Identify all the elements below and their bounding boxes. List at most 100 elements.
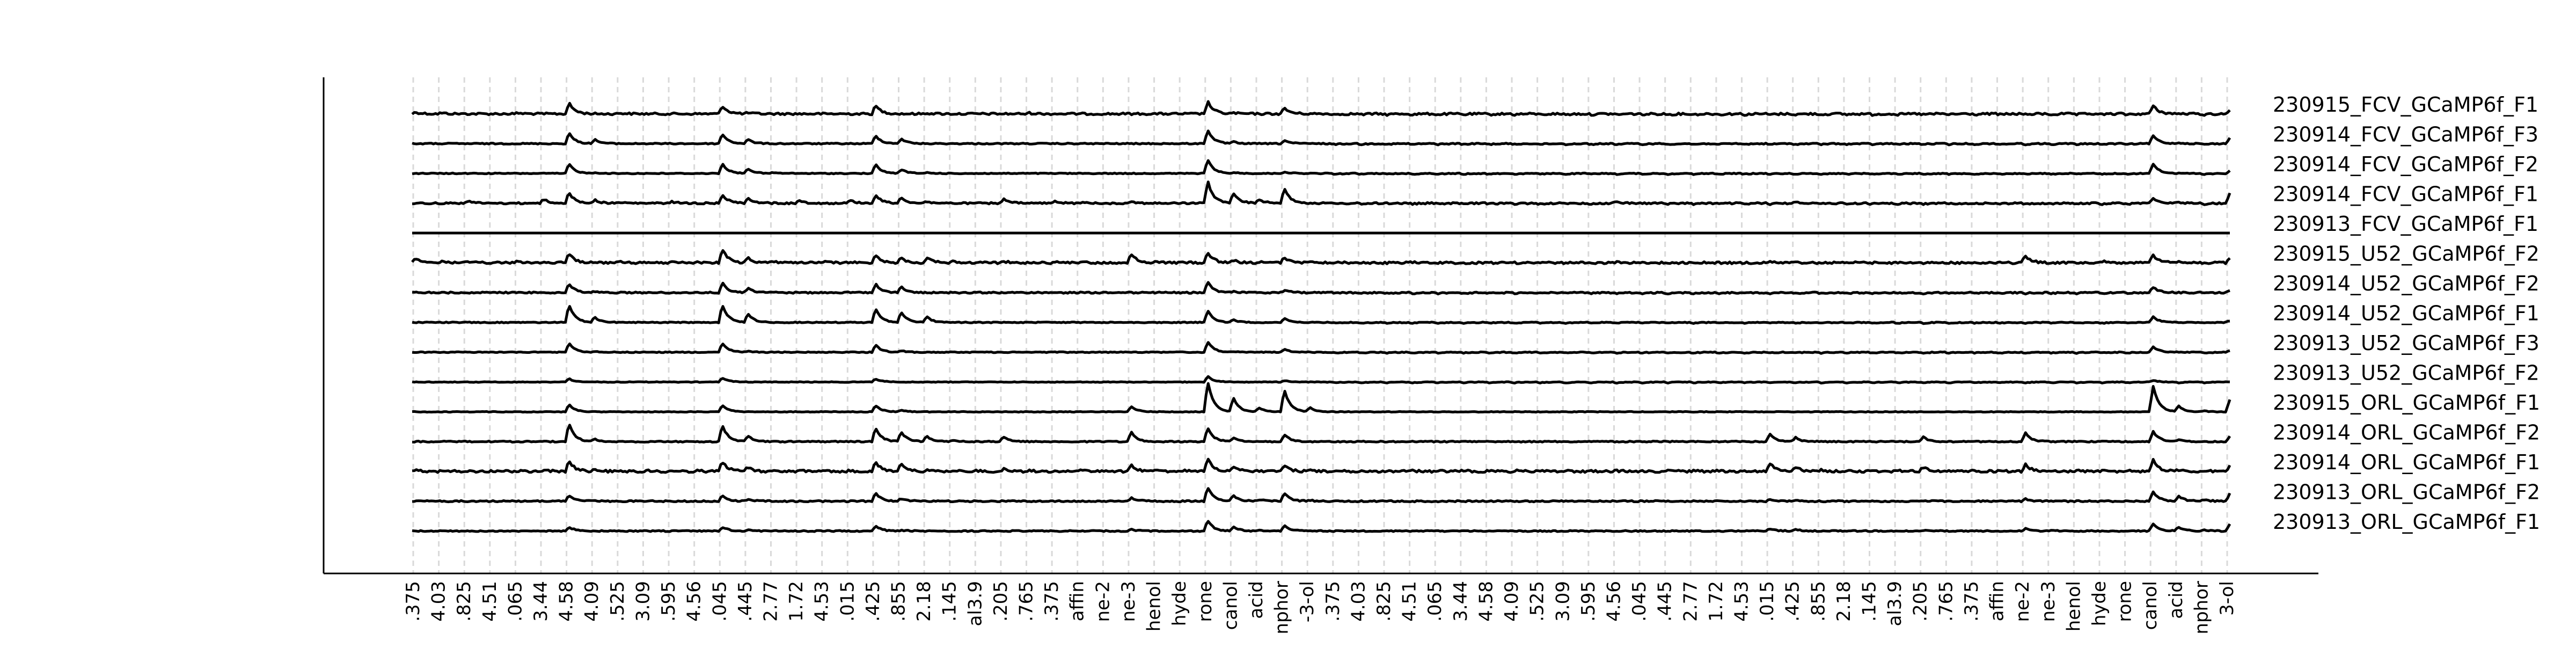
x-tick-label: .445 (1655, 581, 1676, 622)
trace-label: 230914_FCV_GCaMP6f_F1 (2273, 183, 2538, 206)
trace-label: 230915_ORL_GCaMP6f_F1 (2273, 391, 2540, 415)
x-tick-label: .015 (1757, 581, 1778, 622)
x-tick-label: .855 (888, 581, 910, 622)
x-tick-label: nphor (1271, 581, 1293, 634)
trace-line (412, 180, 2231, 206)
x-tick-label: 1.72 (1706, 581, 1727, 622)
x-tick-label: .205 (990, 581, 1012, 622)
x-tick-label: henol (2063, 581, 2084, 631)
x-tick-label: canol (1220, 581, 1241, 630)
x-tick-label: 4.56 (1603, 581, 1624, 622)
trace-line (411, 100, 2231, 117)
trace-label: 230913_U52_GCaMP6f_F3 (2273, 331, 2540, 355)
x-tick-label: .595 (1578, 581, 1599, 622)
x-tick-label: .525 (607, 581, 628, 622)
x-tick-label: .375 (1961, 581, 1982, 622)
trace-label: 230913_ORL_GCaMP6f_F2 (2273, 481, 2540, 504)
trace-label: 230914_U52_GCaMP6f_F1 (2273, 302, 2540, 325)
x-tick-label: 3.44 (1450, 581, 1472, 622)
trace-line (412, 424, 2231, 444)
x-tick-label: .015 (837, 581, 858, 622)
x-tick-label: .045 (709, 581, 730, 622)
x-tick-label: 4.58 (1475, 581, 1497, 622)
x-tick-label: 4.03 (428, 581, 450, 622)
x-tick-label: 4.03 (1348, 581, 1369, 622)
x-tick-label: .825 (453, 581, 475, 622)
x-tick-label: rone (2114, 581, 2136, 622)
x-tick-label: .145 (939, 581, 961, 622)
x-tick-label: .525 (1527, 581, 1548, 622)
trace-label: 230914_FCV_GCaMP6f_F3 (2273, 123, 2538, 147)
x-tick-label: 4.09 (1501, 581, 1523, 622)
x-tick-label: 2.18 (913, 581, 935, 622)
trace-label: 230914_ORL_GCaMP6f_F2 (2273, 421, 2540, 445)
x-tick-label: 4.09 (581, 581, 603, 622)
trace-line (412, 520, 2231, 533)
x-tick-label: 4.56 (684, 581, 705, 622)
x-tick-label: .205 (1910, 581, 1931, 622)
x-tick-label: affin (1067, 581, 1088, 621)
trace-line (412, 375, 2230, 385)
x-tick-label: 4.51 (479, 581, 501, 622)
x-tick-label: ne-2 (1092, 581, 1114, 622)
x-tick-label: rone (1195, 581, 1216, 622)
x-tick-label: .375 (1041, 581, 1063, 622)
x-tick-label: al3.9 (964, 581, 986, 626)
x-tick-label: nphor (2191, 581, 2212, 634)
x-tick-label: .425 (862, 581, 884, 622)
x-tick-label: .045 (1629, 581, 1650, 622)
x-tick-label: hyde (2089, 581, 2110, 626)
trace-line (411, 249, 2231, 265)
trace-label: 230915_U52_GCaMP6f_F2 (2273, 242, 2540, 266)
trace-line (412, 341, 2230, 355)
traces (411, 100, 2231, 533)
x-tick-label: .425 (1782, 581, 1804, 622)
trace-label: 230914_U52_GCaMP6f_F2 (2273, 272, 2540, 295)
x-tick-label: acid (1246, 581, 1267, 619)
x-tick-label: .065 (1424, 581, 1446, 622)
x-tick-label: .375 (1322, 581, 1344, 622)
trace-label: 230913_FCV_GCaMP6f_F1 (2273, 212, 2538, 236)
x-tick-label: acid (2165, 581, 2187, 619)
x-tick-label: al3.9 (1884, 581, 1906, 626)
x-tick-label: .375 (402, 581, 424, 622)
trace-line (412, 129, 2231, 147)
trace-labels: 230915_FCV_GCaMP6f_F1 230914_FCV_GCaMP6f_… (2273, 93, 2540, 534)
x-tick-label: ne-2 (2012, 581, 2033, 622)
x-tick-label: canol (2140, 581, 2161, 630)
x-tick-label: 4.58 (556, 581, 577, 622)
trace-label: 230913_ORL_GCaMP6f_F1 (2273, 510, 2540, 534)
x-tick-label: 2.77 (1680, 581, 1701, 622)
x-tick-label: .595 (658, 581, 679, 622)
x-tick-label: 4.53 (1731, 581, 1752, 622)
x-tick-label: .065 (504, 581, 526, 622)
x-tick-label: 2.77 (760, 581, 781, 622)
trace-label: 230914_ORL_GCaMP6f_F1 (2273, 450, 2540, 474)
trace-line (412, 382, 2231, 414)
stimulus-markers (412, 77, 2228, 573)
trace-line (412, 281, 2230, 296)
x-tick-label: 4.51 (1399, 581, 1421, 622)
x-tick-label: .765 (1935, 581, 1957, 622)
x-tick-label: ne-3 (1118, 581, 1139, 622)
trace-label: 230913_U52_GCaMP6f_F2 (2273, 361, 2540, 385)
trace-line (412, 305, 2230, 325)
x-tick-label: affin (1987, 581, 2008, 621)
trace-line (412, 487, 2231, 504)
x-tick-label: .765 (1016, 581, 1037, 622)
trace-line (412, 457, 2231, 474)
x-tick-label: .825 (1373, 581, 1395, 622)
x-tick-label: .855 (1807, 581, 1829, 622)
x-tick-label: 3.09 (1552, 581, 1574, 622)
x-tick-label: henol (1144, 581, 1165, 631)
x-tick-label: .445 (735, 581, 756, 622)
x-tick-label: 3.44 (530, 581, 552, 622)
trace-label: 230914_FCV_GCaMP6f_F2 (2273, 152, 2538, 176)
x-tick-labels: .375 4.03.825 4.51.065 3.44 4.58 4.09.525 3.09… (402, 581, 2238, 634)
x-tick-label: 4.53 (811, 581, 833, 622)
trace-line (412, 159, 2231, 176)
x-tick-label: 2.18 (1833, 581, 1855, 622)
x-tick-label: 1.72 (786, 581, 807, 622)
